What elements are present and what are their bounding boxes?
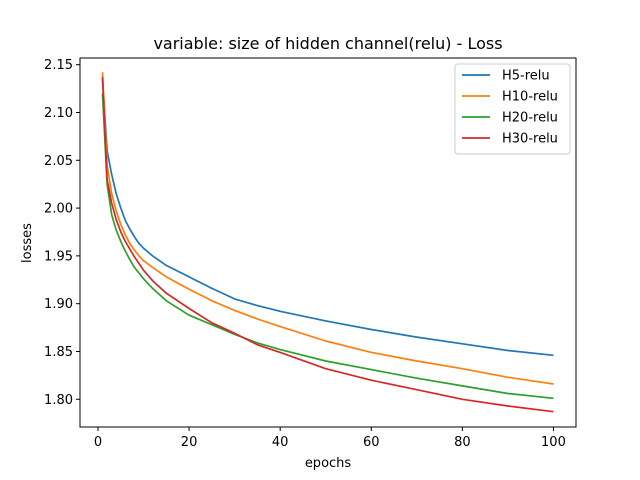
legend-label: H10-relu bbox=[502, 90, 558, 105]
y-tick-label: 2.10 bbox=[44, 106, 73, 121]
series-line-H5-relu bbox=[101, 78, 554, 357]
y-axis-ticks: 1.80 1.85 1.90 1.95 2.00 2.05 2.10 2.15 bbox=[44, 58, 80, 408]
legend-box bbox=[454, 63, 571, 155]
x-tick-label: 40 bbox=[272, 435, 289, 450]
series-lines bbox=[101, 72, 554, 413]
y-tick-label: 2.00 bbox=[44, 202, 73, 217]
x-tick-label: 0 bbox=[94, 435, 102, 450]
legend-label: H20-relu bbox=[502, 111, 558, 126]
legend-label: H30-relu bbox=[502, 132, 558, 147]
chart-title: variable: size of hidden channel(relu) -… bbox=[153, 34, 502, 53]
legend: H5-relu H10-relu H20-relu H30-relu bbox=[454, 63, 571, 155]
legend-label: H5-relu bbox=[502, 69, 550, 84]
plot-frame bbox=[79, 57, 577, 428]
y-tick-label: 2.15 bbox=[44, 58, 73, 73]
series-line-H10-relu bbox=[101, 72, 554, 385]
x-tick-label: 80 bbox=[454, 435, 471, 450]
x-tick-label: 100 bbox=[541, 435, 566, 450]
series-line-H20-relu bbox=[101, 93, 554, 400]
y-axis-label: losses bbox=[20, 223, 35, 263]
x-axis-ticks: 0 20 40 60 80 100 bbox=[94, 427, 566, 450]
y-tick-label: 1.90 bbox=[44, 297, 73, 312]
y-tick-label: 1.95 bbox=[44, 249, 73, 264]
x-tick-label: 60 bbox=[363, 435, 380, 450]
y-tick-label: 1.80 bbox=[44, 393, 73, 408]
y-tick-label: 1.85 bbox=[44, 345, 73, 360]
series-line-H30-relu bbox=[101, 77, 554, 413]
x-axis-label: epochs bbox=[305, 456, 352, 471]
x-tick-label: 20 bbox=[181, 435, 198, 450]
y-tick-label: 2.05 bbox=[44, 154, 73, 169]
